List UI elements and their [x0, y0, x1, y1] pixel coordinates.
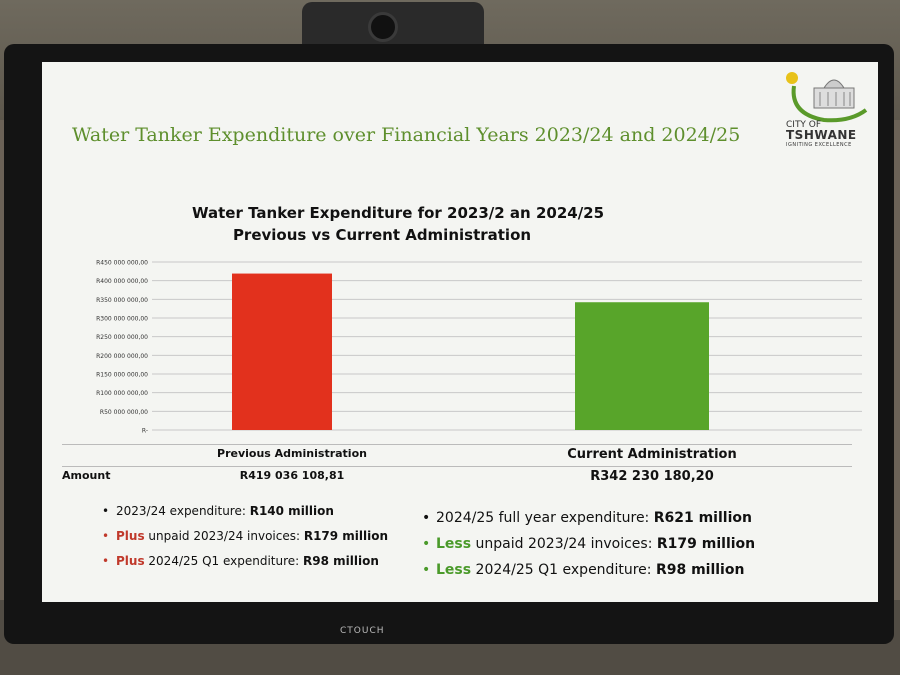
bar-current-administration	[575, 302, 709, 430]
chart-title-block: Water Tanker Expenditure for 2023/2 an 2…	[192, 202, 605, 246]
logo-tagline: IGNITING EXCELLENCE	[786, 142, 852, 148]
y-tick-label: R-	[142, 428, 148, 435]
list-item: 2023/24 expenditure: R140 million	[102, 504, 388, 518]
y-tick-label: R450 000 000,00	[96, 260, 148, 267]
left-bullet-list: 2023/24 expenditure: R140 million Plus u…	[102, 504, 388, 579]
table-header-current: Current Administration	[567, 447, 737, 462]
chart-title: Water Tanker Expenditure for 2023/2 an 2…	[192, 204, 605, 222]
logo-line2: TSHWANE	[786, 128, 857, 142]
y-tick-label: R200 000 000,00	[96, 353, 148, 360]
bar-chart: R- R50 000 000,00 R100 000 000,00 R150 000 …	[96, 260, 862, 435]
y-tick-label: R300 000 000,00	[96, 316, 148, 323]
table-cell-previous: R419 036 108,81	[239, 469, 345, 482]
webcam-lens-icon	[368, 12, 398, 42]
y-tick-label: R350 000 000,00	[96, 297, 148, 304]
table-row-label: Amount	[62, 469, 111, 482]
right-bullet-list: 2024/25 full year expenditure: R621 mill…	[422, 510, 755, 588]
list-item: Less 2024/25 Q1 expenditure: R98 million	[422, 562, 755, 578]
monitor-brand: CTOUCH	[340, 626, 385, 636]
table-row: Amount R419 036 108,81 R342 230 180,20	[62, 466, 852, 487]
logo-wordmark: CITY OF TSHWANE IGNITING EXCELLENCE	[786, 120, 857, 150]
y-tick-label: R100 000 000,00	[96, 390, 148, 397]
table-header-previous: Previous Administration	[217, 447, 367, 460]
y-tick-label: R250 000 000,00	[96, 334, 148, 341]
list-item: Plus unpaid 2023/24 invoices: R179 milli…	[102, 529, 388, 543]
table-cell-current: R342 230 180,20	[590, 469, 714, 484]
table-header-row: Previous Administration Current Administ…	[62, 444, 852, 465]
list-item: 2024/25 full year expenditure: R621 mill…	[422, 510, 755, 526]
y-tick-label: R400 000 000,00	[96, 278, 148, 285]
logo-line1: CITY OF	[786, 120, 822, 130]
tshwane-logo-icon	[786, 72, 868, 123]
chart-subtitle: Previous vs Current Administration	[232, 226, 532, 244]
list-item: Less unpaid 2023/24 invoices: R179 milli…	[422, 536, 755, 552]
bar-previous-administration	[232, 273, 332, 430]
presentation-slide: Water Tanker Expenditure over Financial …	[42, 62, 878, 602]
list-item: Plus 2024/25 Q1 expenditure: R98 million	[102, 554, 388, 568]
y-tick-label: R50 000 000,00	[100, 409, 148, 416]
slide-title: Water Tanker Expenditure over Financial …	[72, 124, 741, 146]
y-tick-label: R150 000 000,00	[96, 372, 148, 379]
